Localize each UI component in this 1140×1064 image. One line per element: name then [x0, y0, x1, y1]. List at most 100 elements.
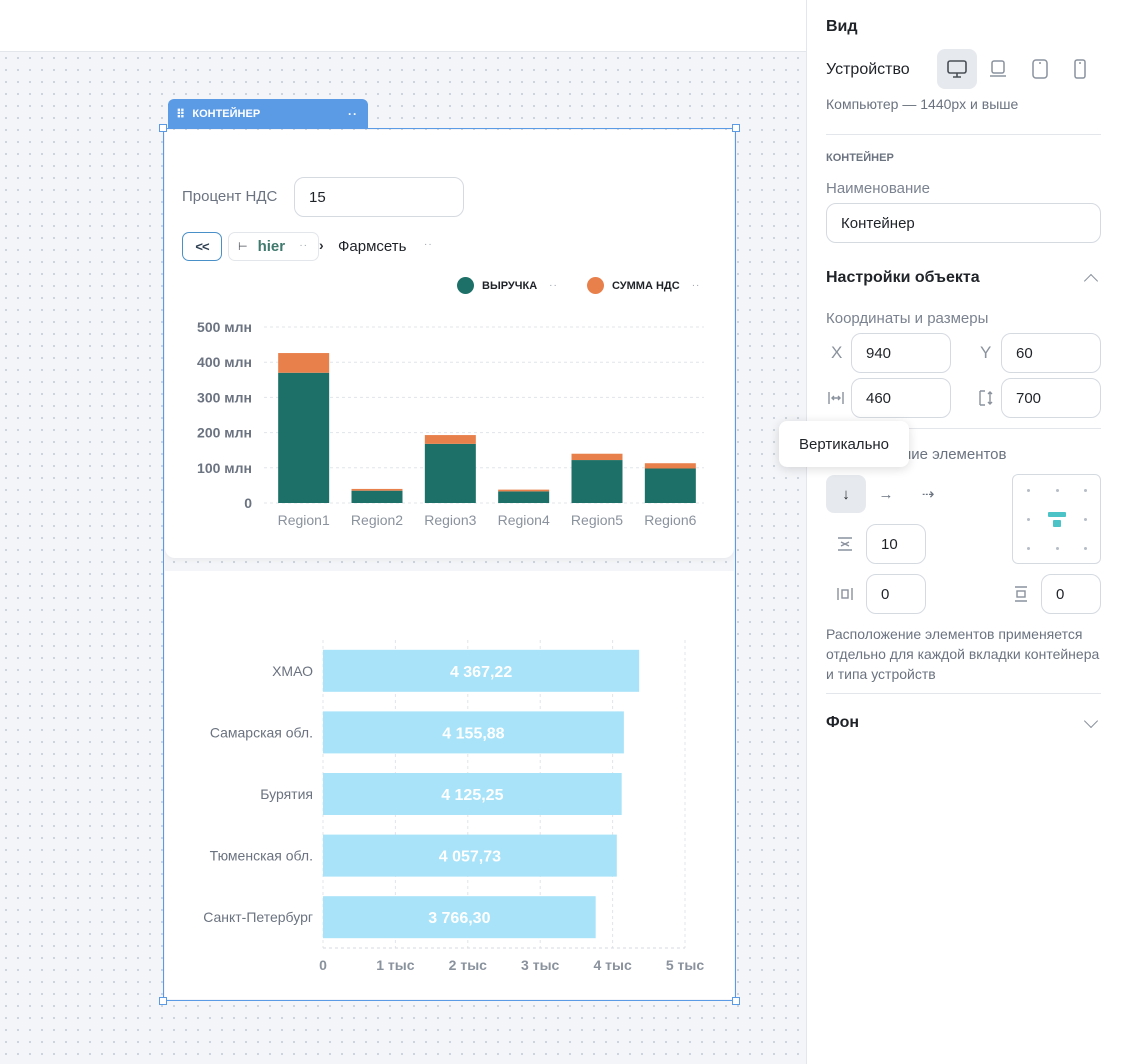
- back-button[interactable]: <<: [182, 232, 222, 261]
- align-top-center-icon: [1048, 512, 1066, 517]
- x-tick-label: Region2: [351, 512, 403, 528]
- background-header[interactable]: Фон: [826, 714, 860, 731]
- bar-segment: [424, 435, 476, 444]
- x-tick-label: 0: [319, 957, 327, 973]
- direction-horizontal-button[interactable]: →: [866, 475, 906, 513]
- bar: [323, 773, 622, 815]
- y-tick-label: 100 млн: [197, 460, 252, 476]
- bar-value-label: 4 125,25: [441, 787, 503, 804]
- resize-handle-top-right[interactable]: [732, 124, 740, 132]
- device-desktop-button[interactable]: [937, 49, 977, 89]
- canvas-topbar: [0, 0, 806, 52]
- arrow-down-icon: ↓: [842, 485, 850, 503]
- name-input[interactable]: Контейнер: [826, 203, 1101, 243]
- object-settings-header[interactable]: Настройки объекта: [826, 269, 980, 286]
- resize-handle-bottom-right[interactable]: [732, 997, 740, 1005]
- tablet-icon: [1032, 59, 1048, 79]
- x-tick-label: Region3: [424, 512, 476, 528]
- bar-value-label: 4 057,73: [439, 849, 501, 866]
- width-input[interactable]: 460: [851, 378, 951, 418]
- selected-container[interactable]: [163, 128, 736, 1001]
- align-dot[interactable]: [1056, 547, 1059, 550]
- more-icon[interactable]: ··: [348, 106, 358, 121]
- drag-handle-icon[interactable]: ⠿: [176, 106, 185, 121]
- align-dot[interactable]: [1084, 489, 1087, 492]
- x-tick-label: 4 тыс: [593, 957, 631, 973]
- resize-handle-top-left[interactable]: [159, 124, 167, 132]
- section-caption: КОНТЕЙНЕР: [826, 152, 894, 164]
- bar: [323, 711, 624, 754]
- align-dot[interactable]: [1084, 518, 1087, 521]
- y-tick-label: 200 млн: [197, 425, 252, 441]
- y-tick-label: 300 млн: [197, 389, 252, 405]
- legend-item-revenue[interactable]: ВЫРУЧКА ··: [457, 277, 558, 294]
- vat-label: Процент НДС: [182, 188, 278, 205]
- legend-item-vat[interactable]: СУММА НДС ··: [587, 277, 700, 294]
- divider: [826, 428, 1101, 429]
- gap-icon: [836, 535, 854, 557]
- hierarchy-icon: ⊢: [238, 241, 248, 253]
- align-dot[interactable]: [1084, 547, 1087, 550]
- bar-segment: [644, 463, 696, 469]
- more-icon[interactable]: ··: [691, 280, 701, 291]
- legend-swatch: [587, 277, 604, 294]
- y-input[interactable]: 60: [1001, 333, 1101, 373]
- align-top-center-icon: [1053, 520, 1061, 527]
- container-tag-label: КОНТЕЙНЕР: [192, 107, 261, 120]
- breadcrumb-root[interactable]: ⊢ hier ··: [228, 232, 319, 261]
- x-tick-label: Region1: [278, 512, 330, 528]
- x-tick-label: 3 тыс: [521, 957, 559, 973]
- width-icon: [826, 388, 846, 412]
- align-dot[interactable]: [1027, 489, 1030, 492]
- x-tick-label: 5 тыс: [666, 957, 704, 973]
- bar-segment: [278, 353, 330, 373]
- direction-wrap-button[interactable]: ⇢: [908, 475, 948, 513]
- height-icon: [976, 388, 996, 412]
- panel-title: Вид: [826, 18, 858, 35]
- alignment-grid[interactable]: [1012, 474, 1101, 564]
- device-laptop-button[interactable]: [978, 49, 1018, 89]
- more-icon[interactable]: ··: [299, 240, 308, 251]
- coords-label: Координаты и размеры: [826, 310, 989, 327]
- x-tick-label: 1 тыс: [376, 957, 414, 973]
- bar: [323, 896, 596, 939]
- align-dot[interactable]: [1056, 489, 1059, 492]
- chevron-right-icon: ›: [319, 237, 324, 253]
- bar-segment: [351, 490, 403, 503]
- x-input[interactable]: 940: [851, 333, 951, 373]
- padding-horizontal-icon: [836, 585, 854, 607]
- resize-handle-bottom-left[interactable]: [159, 997, 167, 1005]
- bar-segment: [498, 491, 550, 503]
- device-hint: Компьютер — 1440px и выше: [826, 96, 1019, 112]
- y-tick-label: Бурятия: [260, 786, 313, 802]
- height-input[interactable]: 700: [1001, 378, 1101, 418]
- breadcrumb-root-label: hier: [257, 238, 286, 255]
- bar-value-label: 4 367,22: [450, 664, 512, 681]
- bar: [323, 834, 617, 877]
- padding-vertical-input[interactable]: 0: [1041, 574, 1101, 614]
- divider: [826, 693, 1101, 694]
- padding-vertical-icon: [1012, 585, 1030, 607]
- align-dot[interactable]: [1027, 547, 1030, 550]
- vat-input[interactable]: 15: [294, 177, 464, 217]
- x-tick-label: Region5: [571, 512, 623, 528]
- y-tick-label: 500 млн: [197, 319, 252, 335]
- more-icon[interactable]: ··: [549, 280, 558, 291]
- breadcrumb-current: Фармсеть: [338, 238, 407, 255]
- y-tick-label: Санкт-Петербург: [203, 909, 313, 925]
- name-label: Наименование: [826, 180, 930, 197]
- y-tick-label: Тюменская обл.: [210, 848, 313, 864]
- device-tablet-button[interactable]: [1020, 49, 1060, 89]
- properties-panel: [806, 0, 1140, 1064]
- device-mobile-button[interactable]: [1060, 49, 1100, 89]
- align-dot[interactable]: [1027, 518, 1030, 521]
- more-icon[interactable]: ··: [424, 239, 433, 250]
- y-tick-label: ХМАО: [272, 663, 313, 679]
- bar-segment: [278, 372, 330, 503]
- container-tag[interactable]: ⠿ КОНТЕЙНЕР ··: [168, 99, 368, 128]
- legend-label: СУММА НДС: [612, 279, 680, 292]
- arrow-right-icon: →: [878, 485, 894, 503]
- direction-vertical-button[interactable]: ↓: [826, 475, 866, 513]
- gap-input[interactable]: 10: [866, 524, 926, 564]
- padding-horizontal-input[interactable]: 0: [866, 574, 926, 614]
